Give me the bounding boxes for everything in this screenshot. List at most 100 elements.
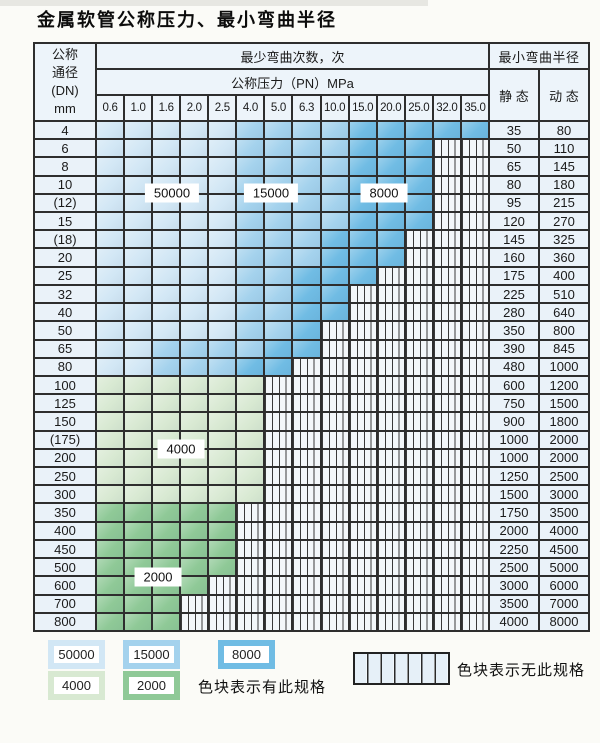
no-spec-cell (377, 595, 406, 614)
dynamic-radius-cell: 215 (539, 194, 590, 214)
cycle-cell (153, 504, 182, 523)
static-radius-cell: 2250 (489, 540, 540, 560)
cycle-cell (237, 395, 266, 414)
no-spec-cell (377, 340, 406, 359)
dn-cell: 40 (35, 304, 97, 323)
dynamic-radius-cell: 80 (539, 122, 590, 141)
no-spec-cell (265, 449, 294, 469)
cycle-cell (237, 267, 266, 286)
cycle-cell (153, 522, 182, 541)
cycle-cell (97, 231, 126, 250)
cycle-cell (181, 376, 210, 396)
dn-cell: 80 (35, 358, 97, 377)
no-spec-cell (433, 304, 462, 323)
cycle-cell (153, 122, 182, 141)
cycle-cell (265, 322, 294, 341)
no-spec-cell (265, 613, 294, 632)
cycle-cell (181, 504, 210, 523)
dynamic-radius-cell: 2500 (539, 468, 590, 487)
dynamic-radius-cell: 1000 (539, 358, 590, 377)
static-column-header: 静 态 (489, 70, 540, 122)
cycle-cell (181, 358, 210, 377)
cycle-cell (181, 540, 210, 560)
no-spec-cell (293, 522, 322, 541)
cycle-cell (181, 267, 210, 286)
cycle-cell (293, 140, 322, 159)
cycle-cell (97, 322, 126, 341)
pressure-header-cell: 32.0 (433, 96, 462, 122)
static-radius-cell: 1500 (489, 486, 540, 505)
pressure-header-cell: 2.5 (209, 96, 238, 122)
cycle-cell (237, 304, 266, 323)
no-spec-cell (293, 449, 322, 469)
no-spec-cell (405, 595, 434, 614)
no-spec-cell (405, 431, 434, 450)
cycle-cell (377, 122, 406, 141)
no-spec-cell (405, 358, 434, 377)
cycle-cell (321, 140, 350, 159)
cycle-cell (209, 340, 238, 359)
cycle-cell (293, 231, 322, 250)
cycle-cell (97, 376, 126, 396)
cycle-cell (321, 304, 350, 323)
no-spec-cell (377, 486, 406, 505)
cycle-cell (349, 158, 378, 177)
no-spec-cell (405, 613, 434, 632)
no-spec-cell (461, 285, 490, 305)
no-spec-cell (461, 231, 490, 250)
cycle-cell (153, 285, 182, 305)
cycle-cell (237, 122, 266, 141)
cycle-cell (125, 158, 154, 177)
cycle-cell (209, 449, 238, 469)
no-spec-cell (461, 158, 490, 177)
no-spec-cell (265, 577, 294, 596)
no-spec-cell (461, 449, 490, 469)
no-spec-cell (321, 322, 350, 341)
cycle-cell (97, 504, 126, 523)
no-spec-cell (209, 595, 238, 614)
no-spec-cell (321, 395, 350, 414)
no-spec-cell (349, 559, 378, 578)
cycle-cell (209, 122, 238, 141)
static-radius-cell: 390 (489, 340, 540, 359)
cycle-cell (265, 267, 294, 286)
cycle-cell (181, 395, 210, 414)
cycle-cell (293, 304, 322, 323)
no-spec-cell (293, 559, 322, 578)
static-radius-cell: 65 (489, 158, 540, 177)
no-spec-cell (209, 577, 238, 596)
cycle-cell (125, 613, 154, 632)
no-spec-cell (349, 522, 378, 541)
cycle-cell (153, 358, 182, 377)
no-spec-cell (433, 140, 462, 159)
cycle-cell (97, 449, 126, 469)
cycle-cell (97, 486, 126, 505)
no-spec-cell (461, 395, 490, 414)
no-spec-cell (461, 376, 490, 396)
dynamic-radius-cell: 5000 (539, 559, 590, 578)
cycle-cell (181, 231, 210, 250)
no-spec-cell (377, 395, 406, 414)
no-spec-cell (237, 577, 266, 596)
cycle-cell (97, 522, 126, 541)
cycle-cell (181, 249, 210, 268)
dynamic-radius-cell: 110 (539, 140, 590, 159)
dynamic-radius-cell: 3000 (539, 486, 590, 505)
cycle-cell (97, 304, 126, 323)
cycle-cell (209, 559, 238, 578)
no-spec-cell (321, 486, 350, 505)
legend-swatch-15000: 15000 (123, 640, 180, 669)
no-spec-cell (405, 395, 434, 414)
cycle-cell (125, 504, 154, 523)
cycle-cell (321, 213, 350, 232)
pressure-header-cell: 1.6 (153, 96, 182, 122)
no-spec-cell (265, 395, 294, 414)
cycle-cell (181, 522, 210, 541)
cycle-cell (97, 176, 126, 195)
no-spec-cell (405, 449, 434, 469)
no-spec-cell (461, 613, 490, 632)
no-spec-cell (265, 595, 294, 614)
no-spec-cell (209, 613, 238, 632)
no-spec-cell (405, 376, 434, 396)
cycle-cell (237, 140, 266, 159)
